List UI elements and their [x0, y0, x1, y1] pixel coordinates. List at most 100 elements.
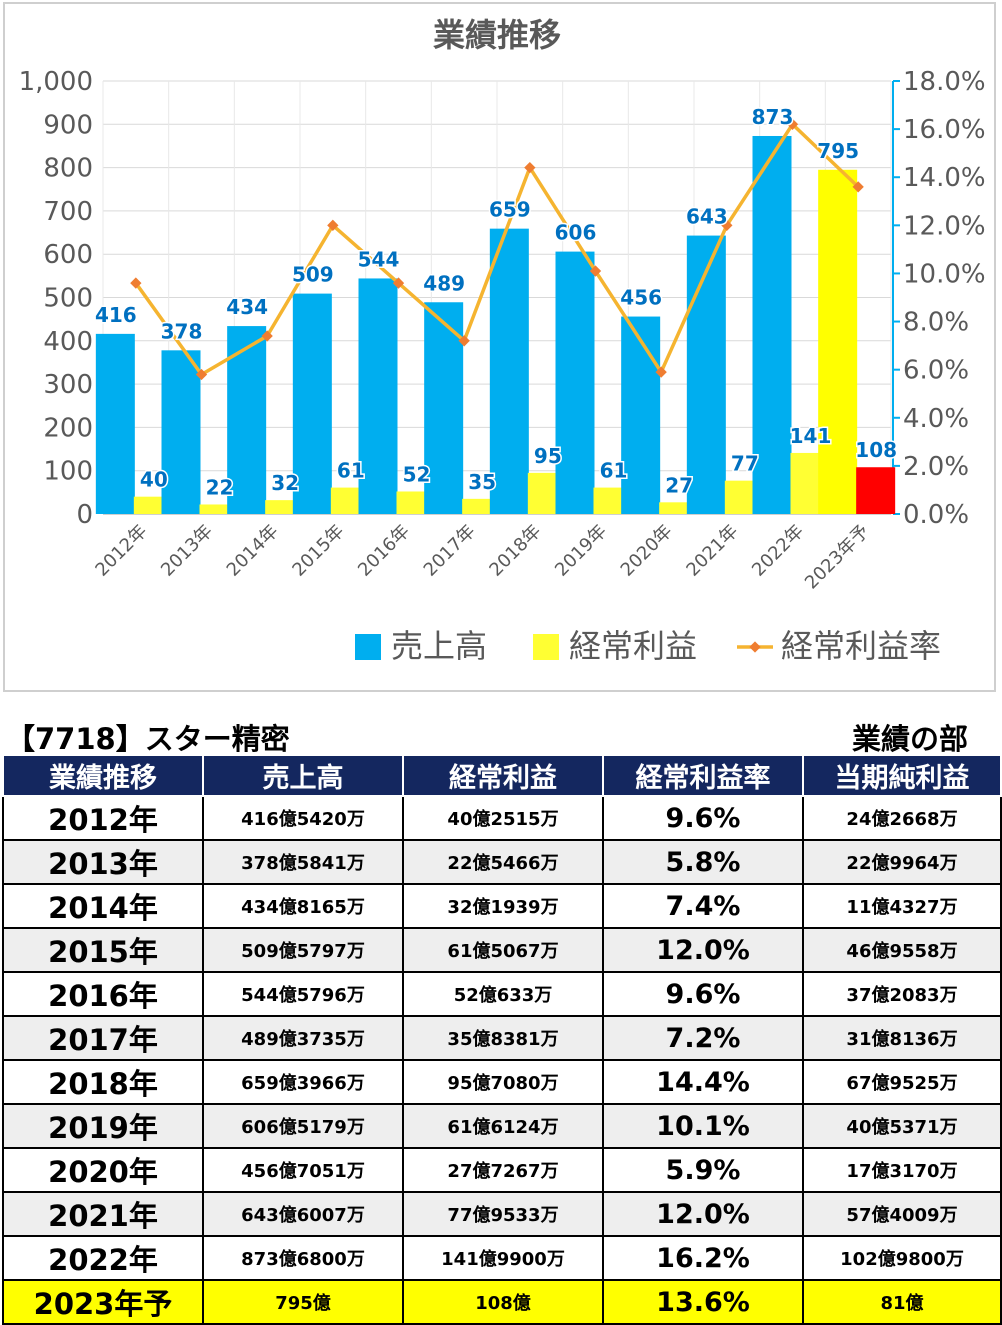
table-row: 2014年 434億8165万 32億1939万 7.4% 11億4327万	[2, 883, 1002, 929]
sales-data-label: 873	[752, 105, 794, 129]
margin-marker	[327, 219, 339, 231]
y2-tick-label: 14.0%	[903, 163, 986, 193]
y2-tick-label: 2.0%	[903, 452, 969, 482]
profit-cell: 32億1939万	[402, 883, 604, 929]
y-tick-label: 800	[43, 154, 93, 184]
table-row: 2017年 489億3735万 35億8381万 7.2% 31億8136万	[2, 1015, 1002, 1061]
table-header-row: 業績推移 売上高 経常利益 経常利益率 当期純利益	[2, 754, 1002, 797]
profit-data-label: 141	[790, 424, 832, 448]
x-tick-label: 2019年	[551, 521, 611, 581]
sales-data-label: 509	[292, 263, 334, 287]
profit-cell: 22億5466万	[402, 839, 604, 885]
net-income-cell: 81億	[802, 1279, 1002, 1325]
year-cell: 2015年	[2, 927, 204, 973]
margin-marker	[589, 265, 602, 277]
y2-tick-label: 4.0%	[903, 404, 969, 434]
net-income-cell: 24億2668万	[802, 795, 1002, 841]
profit-bar	[856, 467, 896, 514]
net-income-cell: 46億9558万	[802, 927, 1002, 973]
x-tick-label: 2016年	[354, 521, 414, 581]
x-tick-label: 2012年	[91, 521, 151, 581]
section-label: 業績の部	[851, 722, 968, 756]
year-cell: 2019年	[2, 1103, 204, 1149]
x-tick-label: 2022年	[748, 521, 808, 581]
profit-data-label: 52	[403, 462, 431, 486]
profit-cell: 40億2515万	[402, 795, 604, 841]
x-tick-label: 2018年	[485, 521, 545, 581]
margin-cell: 9.6%	[602, 971, 804, 1017]
margin-marker	[392, 277, 405, 289]
year-cell: 2017年	[2, 1015, 204, 1061]
year-cell: 2016年	[2, 971, 204, 1017]
x-tick-label: 2023年予	[801, 521, 874, 594]
profit-cell: 77億9533万	[402, 1191, 604, 1237]
profit-data-label: 61	[600, 459, 628, 483]
margin-cell: 7.2%	[602, 1015, 804, 1061]
table-row: 2020年 456億7051万 27億7267万 5.9% 17億3170万	[2, 1147, 1002, 1193]
sales-cell: 416億5420万	[202, 795, 404, 841]
y2-tick-label: 6.0%	[903, 356, 969, 386]
profit-cell: 61億6124万	[402, 1103, 604, 1149]
y-tick-label: 600	[43, 240, 93, 270]
net-income-cell: 17億3170万	[802, 1147, 1002, 1193]
sales-cell: 434億8165万	[202, 883, 404, 929]
y-tick-label: 900	[43, 110, 93, 140]
sales-bar	[621, 316, 661, 514]
margin-marker	[655, 366, 667, 378]
sales-bar	[161, 350, 201, 514]
column-header: 経常利益率	[602, 754, 804, 797]
year-cell: 2013年	[2, 839, 204, 885]
profit-cell: 61億5067万	[402, 927, 604, 973]
y2-tick-label: 16.0%	[903, 115, 986, 145]
x-tick-label: 2015年	[288, 521, 348, 581]
margin-marker	[524, 161, 536, 174]
sales-bar	[292, 293, 332, 514]
margin-cell: 5.8%	[602, 839, 804, 885]
profit-data-label: 77	[731, 452, 759, 476]
sales-cell: 489億3735万	[202, 1015, 404, 1061]
year-cell: 2021年	[2, 1191, 204, 1237]
table-row: 2023年予 795億 108億 13.6% 81億	[2, 1279, 1002, 1325]
margin-marker	[261, 330, 273, 342]
performance-chart: 業績推移 0 100 200 300 400 500 600 700 800 900 1,000 0.0…	[19, 16, 986, 665]
y2-tick-label: 10.0%	[903, 259, 986, 289]
sales-cell: 873億6800万	[202, 1235, 404, 1281]
sales-bar	[95, 333, 135, 514]
margin-cell: 14.4%	[602, 1059, 804, 1105]
y-tick-label: 300	[43, 370, 93, 400]
column-header: 業績推移	[2, 754, 204, 797]
y2-tick-label: 0.0%	[903, 500, 969, 530]
margin-cell: 12.0%	[602, 1191, 804, 1237]
profit-cell: 95億7080万	[402, 1059, 604, 1105]
net-income-cell: 57億4009万	[802, 1191, 1002, 1237]
table-row: 2022年 873億6800万 141億9900万 16.2% 102億9800万	[2, 1235, 1002, 1281]
profit-data-label: 61	[337, 459, 365, 483]
year-cell: 2020年	[2, 1147, 204, 1193]
margin-cell: 7.4%	[602, 883, 804, 929]
sales-data-label: 489	[423, 271, 465, 295]
sales-bar	[424, 302, 464, 514]
legend-marker-margin	[749, 641, 761, 653]
y2-tick-label: 12.0%	[903, 211, 986, 241]
net-income-cell: 22億9964万	[802, 839, 1002, 885]
table-row: 2015年 509億5797万 61億5067万 12.0% 46億9558万	[2, 927, 1002, 973]
sales-cell: 378億5841万	[202, 839, 404, 885]
table-row: 2013年 378億5841万 22億5466万 5.8% 22億9964万	[2, 839, 1002, 885]
year-cell: 2022年	[2, 1235, 204, 1281]
x-tick-label: 2014年	[223, 521, 283, 581]
sales-cell: 544億5796万	[202, 971, 404, 1017]
sales-cell: 795億	[202, 1279, 404, 1325]
table-row: 2012年 416億5420万 40億2515万 9.6% 24億2668万	[2, 795, 1002, 841]
year-cell: 2012年	[2, 795, 204, 841]
margin-cell: 16.2%	[602, 1235, 804, 1281]
profit-data-label: 35	[468, 470, 496, 494]
profit-data-label: 40	[140, 468, 168, 492]
table-row: 2021年 643億6007万 77億9533万 12.0% 57億4009万	[2, 1191, 1002, 1237]
profit-cell: 141億9900万	[402, 1235, 604, 1281]
sales-cell: 606億5179万	[202, 1103, 404, 1149]
net-income-cell: 102億9800万	[802, 1235, 1002, 1281]
sales-bar	[686, 235, 726, 514]
table-title-row: 【7718】スター精密 業績の部	[0, 714, 1002, 756]
sales-bar	[555, 251, 595, 515]
profit-bar	[659, 502, 699, 514]
